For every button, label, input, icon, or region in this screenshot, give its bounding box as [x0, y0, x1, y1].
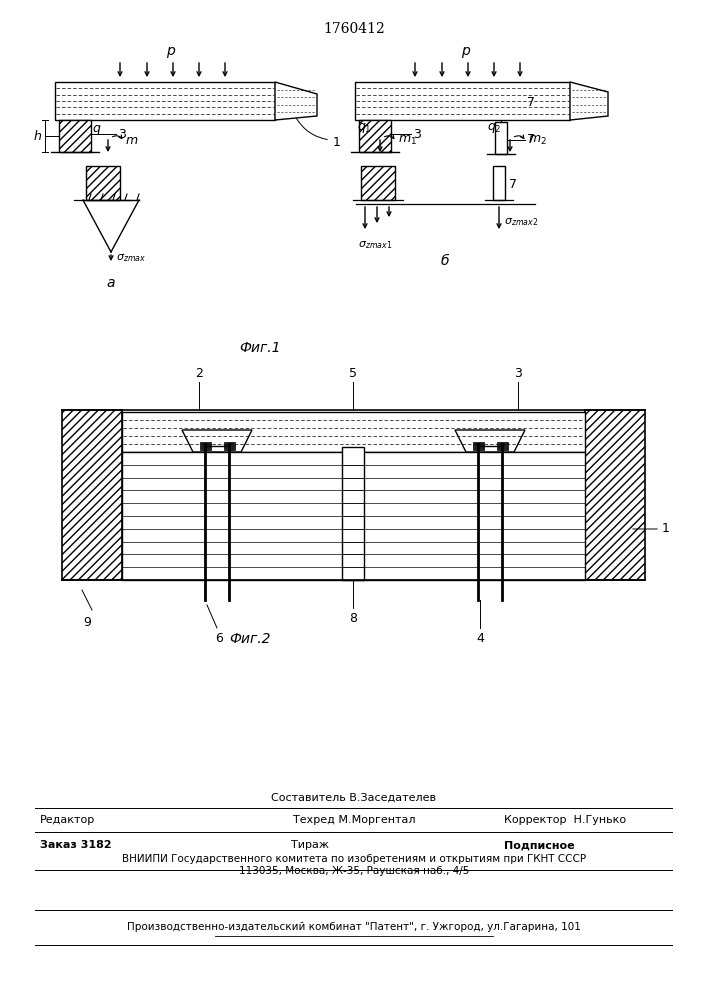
- Bar: [585, 410, 645, 580]
- Polygon shape: [455, 430, 525, 452]
- Bar: [495, 122, 507, 154]
- Text: Редактор: Редактор: [40, 815, 95, 825]
- Bar: [342, 447, 364, 580]
- Bar: [493, 166, 505, 200]
- Bar: [200, 442, 211, 450]
- Text: Корректор  Н.Гунько: Корректор Н.Гунько: [504, 815, 626, 825]
- Bar: [473, 442, 484, 450]
- Text: 4: 4: [476, 632, 484, 645]
- Bar: [59, 120, 91, 152]
- Text: 7: 7: [527, 96, 535, 109]
- Text: h: h: [33, 129, 41, 142]
- Text: $\sigma_{zmax}$: $\sigma_{zmax}$: [116, 252, 146, 264]
- Text: 9: 9: [83, 616, 91, 629]
- Bar: [122, 452, 585, 580]
- Text: 7: 7: [527, 133, 535, 146]
- Bar: [86, 166, 120, 200]
- Text: а: а: [107, 276, 115, 290]
- Text: $q_1$: $q_1$: [357, 121, 372, 135]
- Text: б: б: [440, 254, 449, 268]
- Bar: [359, 120, 391, 152]
- Polygon shape: [570, 82, 608, 120]
- Bar: [55, 82, 275, 120]
- Text: p: p: [165, 44, 175, 58]
- Text: 7: 7: [509, 178, 517, 191]
- Text: 1: 1: [662, 522, 670, 536]
- Text: m: m: [126, 133, 138, 146]
- Bar: [497, 442, 508, 450]
- Text: $m_1$: $m_1$: [398, 133, 417, 147]
- Text: 3: 3: [118, 128, 126, 141]
- Text: Производственно-издательский комбинат "Патент", г. Ужгород, ул.Гагарина, 101: Производственно-издательский комбинат "П…: [127, 922, 581, 932]
- Text: $\sigma_{zmax2}$: $\sigma_{zmax2}$: [504, 216, 538, 228]
- Text: q: q: [92, 122, 100, 135]
- Bar: [355, 82, 570, 120]
- Bar: [62, 410, 122, 580]
- Text: 1760412: 1760412: [323, 22, 385, 36]
- Text: 1: 1: [333, 135, 341, 148]
- Text: Заказ 3182: Заказ 3182: [40, 840, 112, 850]
- Text: Техред М.Моргентал: Техред М.Моргентал: [293, 815, 415, 825]
- Bar: [122, 412, 585, 452]
- Bar: [361, 166, 395, 200]
- Text: p: p: [461, 44, 469, 58]
- Polygon shape: [275, 82, 317, 120]
- Text: 113035, Москва, Ж-35, Раушская наб., 4/5: 113035, Москва, Ж-35, Раушская наб., 4/5: [239, 866, 469, 876]
- Text: 8: 8: [349, 612, 357, 625]
- Text: 3: 3: [413, 128, 421, 141]
- Text: Фиг.1: Фиг.1: [239, 341, 281, 355]
- Text: Фиг.2: Фиг.2: [229, 632, 271, 646]
- Text: 5: 5: [349, 367, 357, 380]
- Text: 3: 3: [514, 367, 522, 380]
- Text: Подписное: Подписное: [504, 840, 575, 850]
- Polygon shape: [182, 430, 252, 452]
- Text: $m_2$: $m_2$: [528, 133, 547, 147]
- Text: 2: 2: [195, 367, 203, 380]
- Text: 6: 6: [215, 632, 223, 645]
- Text: ВНИИПИ Государственного комитета по изобретениям и открытиям при ГКНТ СССР: ВНИИПИ Государственного комитета по изоб…: [122, 854, 586, 864]
- Text: $\sigma_{zmax1}$: $\sigma_{zmax1}$: [358, 239, 392, 251]
- Bar: [224, 442, 235, 450]
- Text: $q_2$: $q_2$: [487, 121, 502, 135]
- Text: Тираж: Тираж: [291, 840, 329, 850]
- Text: Составитель В.Заседателев: Составитель В.Заседателев: [271, 793, 436, 803]
